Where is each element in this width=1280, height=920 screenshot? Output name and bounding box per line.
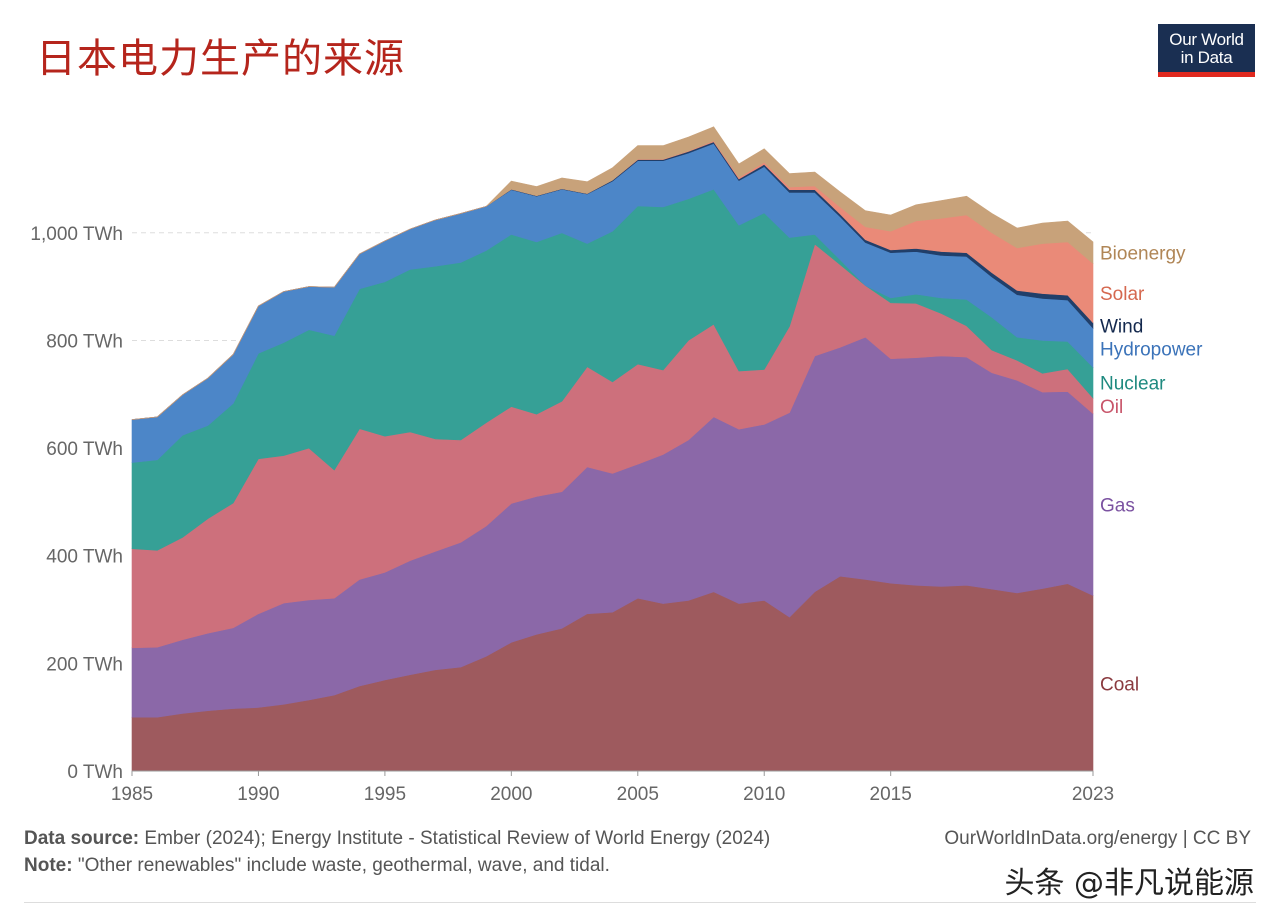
note-line: Note: "Other renewables" include waste, … [24, 855, 610, 877]
logo-line-2: in Data [1180, 48, 1233, 67]
y-tick-label: 0 TWh [67, 762, 123, 783]
watermark: 头条 @非凡说能源 [1004, 866, 1254, 901]
x-tick-label: 2000 [490, 784, 532, 805]
y-tick-label: 400 TWh [46, 547, 123, 568]
data-source-text[interactable]: Ember (2024); Energy Institute - Statist… [144, 828, 771, 849]
y-tick-label: 800 TWh [46, 331, 123, 352]
area-series [131, 126, 1094, 772]
data-source-label: Data source: [24, 828, 140, 849]
series-label-bioenergy: Bioenergy [1100, 244, 1186, 265]
x-tick-label: 2015 [870, 784, 912, 805]
series-label-nuclear: Nuclear [1100, 374, 1166, 395]
x-tick-label: 1995 [364, 784, 406, 805]
series-label-wind: Wind [1100, 316, 1143, 337]
note-label: Note: [24, 855, 73, 876]
owid-logo[interactable]: Our World in Data [1158, 24, 1255, 77]
y-tick-label: 600 TWh [46, 439, 123, 460]
x-tick-label: 1990 [237, 784, 279, 805]
series-label-oil: Oil [1100, 397, 1123, 418]
series-label-coal: Coal [1100, 674, 1139, 695]
source-link[interactable]: OurWorldInData.org/energy | CC BY [944, 828, 1251, 849]
series-label-solar: Solar [1100, 284, 1145, 305]
data-source-line: Data source: Ember (2024); Energy Instit… [24, 828, 770, 850]
stacked-area-chart: 0 TWh 200 TWh 400 TWh 600 TWh 800 TWh 1,000 T… [30, 126, 1203, 805]
series-label-hydropower: Hydropower [1100, 339, 1203, 360]
x-tick-label: 2010 [743, 784, 785, 805]
note-text: "Other renewables" include waste, geothe… [77, 855, 610, 876]
x-tick-label: 2005 [617, 784, 659, 805]
bottom-divider [24, 902, 1256, 903]
logo-line-1: Our World [1169, 30, 1244, 49]
y-tick-label: 200 TWh [46, 654, 123, 675]
area-bioenergy[interactable] [131, 126, 1094, 420]
x-tick-label: 1985 [111, 784, 153, 805]
x-tick-label: 2023 [1072, 784, 1114, 805]
axes: 0 TWh 200 TWh 400 TWh 600 TWh 800 TWh 1,000 T… [30, 224, 1114, 805]
logo-red-bar [1158, 72, 1255, 77]
series-label-gas: Gas [1100, 496, 1135, 517]
y-tick-label: 1,000 TWh [30, 224, 123, 245]
chart-title: 日本电力生产的来源 [36, 36, 405, 82]
